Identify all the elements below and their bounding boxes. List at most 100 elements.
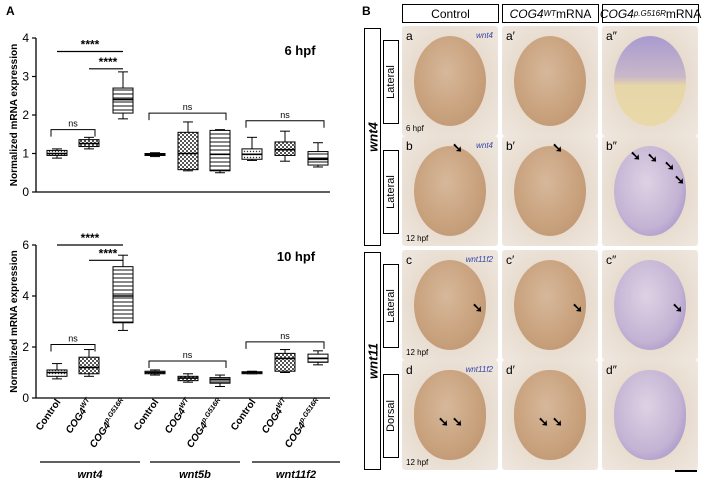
box-1 <box>78 349 100 377</box>
box-4 <box>177 121 199 172</box>
view-label: Lateral <box>385 289 397 323</box>
micrograph-tile: a″ <box>602 26 698 136</box>
significance-bracket <box>50 129 96 137</box>
panel-letter: a′ <box>506 29 515 43</box>
micrograph-tile: a′ <box>502 26 598 136</box>
column-header-suffix: mRNA <box>556 6 592 21</box>
micrograph-tile: d′ ➘ ➘ <box>502 360 598 470</box>
box-iqr <box>112 87 134 114</box>
column-header: Control <box>402 4 499 23</box>
significance-label: ns <box>280 331 290 341</box>
embryo-image <box>414 146 486 236</box>
significance-label: **** <box>81 231 100 245</box>
stage-label: 6 hpf <box>406 124 424 133</box>
arrow-icon: ➘ <box>552 414 563 429</box>
box-3 <box>144 152 166 158</box>
x-tick-label: COG4p.G516R <box>87 397 129 450</box>
probe-label: wnt4 <box>476 31 493 40</box>
arrow-icon: ➘ <box>572 300 583 315</box>
micrograph-tile: c″ ➘ <box>602 250 698 360</box>
significance-bracket <box>148 360 227 369</box>
column-header-main: COG4 <box>599 6 634 21</box>
panel-letter: b″ <box>606 139 617 153</box>
x-tick-label: COG4p.G516R <box>282 397 324 450</box>
gene-group-bar: wnt4 <box>364 28 381 246</box>
panel-letter: a <box>406 29 413 43</box>
view-label-bar: Lateral <box>383 264 399 348</box>
arrow-icon: ➘ <box>630 148 641 163</box>
view-label: Lateral <box>385 175 397 209</box>
embryo-image <box>514 146 586 236</box>
arrow-icon: ➘ <box>472 300 483 315</box>
column-header-suffix: mRNA <box>665 6 702 21</box>
significance-label: **** <box>99 55 118 69</box>
y-tick-label: 3 <box>22 70 29 84</box>
box-iqr <box>209 129 231 172</box>
box-2 <box>112 254 134 331</box>
gene-group-label: wnt5b <box>179 469 211 481</box>
micrograph-tile: b′ ➘ <box>502 136 598 246</box>
y-tick-label: 2 <box>22 108 29 122</box>
y-axis-label: Normalized mRNA expression <box>9 250 20 392</box>
arrow-icon: ➘ <box>672 300 683 315</box>
arrow-icon: ➘ <box>664 158 675 173</box>
probe-label: wnt11f2 <box>465 255 493 264</box>
panel-letter: a″ <box>606 29 617 43</box>
y-tick-label: 6 <box>22 238 29 252</box>
y-tick-label: 1 <box>22 147 29 161</box>
x-tick-label: Control <box>34 397 64 433</box>
x-tick-label: COG4WT <box>63 396 96 436</box>
panel-letter: c′ <box>506 253 515 267</box>
column-header-main: Control <box>431 6 470 21</box>
embryo-image <box>614 370 686 460</box>
embryo-image <box>614 260 686 350</box>
x-tick-label: COG4p.G516R <box>184 397 226 450</box>
box-5 <box>209 374 231 388</box>
box-7 <box>274 349 296 373</box>
panel-letter: c″ <box>606 253 617 267</box>
significance-label: ns <box>280 110 290 120</box>
micrograph-tile: b″ ➘ ➘ ➘ ➘ <box>602 136 698 246</box>
embryo-image <box>614 36 686 126</box>
arrow-icon: ➘ <box>552 140 563 155</box>
gene-group-label: wnt11 <box>365 343 380 379</box>
gene-group-label: wnt4 <box>365 122 380 152</box>
significance-label: ns <box>68 119 78 129</box>
y-tick-label: 0 <box>22 391 29 405</box>
x-tick-label: Control <box>132 397 162 433</box>
micrograph-tile: c wnt11f2 12 hpf ➘ <box>402 250 498 360</box>
significance-label: **** <box>81 37 100 51</box>
box-3 <box>144 369 166 376</box>
view-label: Dorsal <box>385 400 397 432</box>
box-iqr <box>112 266 134 324</box>
stage-label: 12 hpf <box>406 234 429 243</box>
y-tick-label: 4 <box>22 289 29 303</box>
gene-group-label: wnt4 <box>77 469 102 481</box>
column-header-main: COG4 <box>509 6 544 21</box>
significance-bracket <box>245 341 325 349</box>
panel-letter: d″ <box>606 363 617 377</box>
micrograph-tile: d wnt11f2 12 hpf ➘ ➘ <box>402 360 498 470</box>
box-8 <box>307 350 329 366</box>
significance-label: **** <box>99 246 118 260</box>
box-iqr <box>274 141 296 156</box>
box-0 <box>46 148 68 159</box>
significance-bracket <box>148 112 227 121</box>
x-tick-label: COG4WT <box>259 396 292 436</box>
probe-label: wnt11f2 <box>465 365 493 374</box>
significance-label: ns <box>68 333 78 343</box>
probe-label: wnt4 <box>476 141 493 150</box>
column-header: COG4 WT mRNA <box>502 4 599 23</box>
arrow-icon: ➘ <box>647 150 658 165</box>
significance-bracket <box>50 343 96 352</box>
stage-label: 12 hpf <box>406 348 429 357</box>
view-label-bar: Lateral <box>383 150 399 234</box>
box-1 <box>78 136 100 150</box>
micrograph-tile: a wnt4 6 hpf <box>402 26 498 136</box>
embryo-image <box>414 370 486 460</box>
box-7 <box>274 130 296 162</box>
box-6 <box>241 136 263 161</box>
column-header-sup: p.G516R <box>633 9 666 18</box>
arrow-icon: ➘ <box>452 140 463 155</box>
